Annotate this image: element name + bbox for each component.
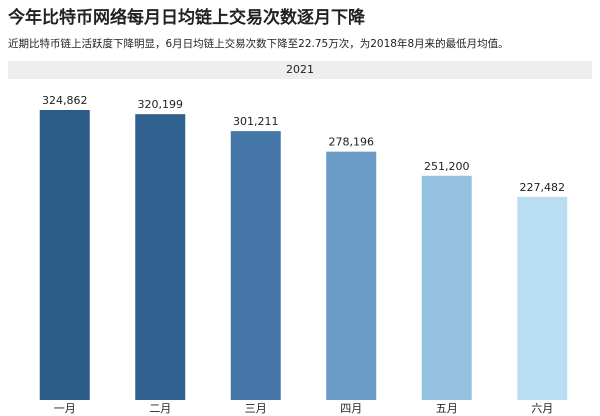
chart-title: 今年比特币网络每月日均链上交易次数逐月下降 xyxy=(8,7,366,28)
value-label: 324,862 xyxy=(42,94,88,107)
bar xyxy=(326,151,377,400)
value-label: 320,199 xyxy=(138,98,184,111)
bar xyxy=(517,196,568,400)
value-label: 227,482 xyxy=(520,181,566,194)
x-tick-label: 三月 xyxy=(245,402,267,415)
header-label: 2021 xyxy=(286,63,314,76)
x-tick-label: 二月 xyxy=(149,402,171,415)
bar xyxy=(421,175,472,400)
value-label: 251,200 xyxy=(424,160,470,173)
value-label: 278,196 xyxy=(329,136,375,149)
bar xyxy=(230,131,281,401)
bar xyxy=(135,114,186,400)
x-tick-label: 六月 xyxy=(531,402,553,415)
x-tick-label: 四月 xyxy=(340,402,362,415)
x-tick-label: 五月 xyxy=(436,402,458,415)
chart-subtitle: 近期比特币链上活跃度下降明显，6月日均链上交易次数下降至22.75万次，为201… xyxy=(8,37,509,50)
bar xyxy=(39,110,90,400)
header-band xyxy=(8,61,592,79)
x-tick-label: 一月 xyxy=(54,402,76,415)
value-label: 301,211 xyxy=(233,115,279,128)
